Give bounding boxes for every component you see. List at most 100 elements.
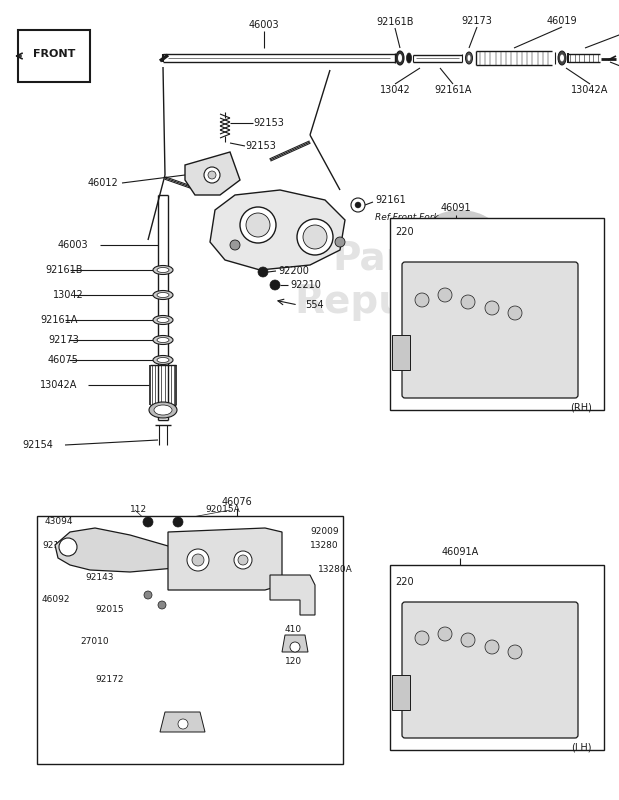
Circle shape — [355, 202, 361, 208]
Text: (RH): (RH) — [570, 403, 592, 413]
Text: 13042A: 13042A — [571, 85, 608, 95]
FancyBboxPatch shape — [402, 262, 578, 398]
Text: 92172: 92172 — [95, 675, 124, 685]
Ellipse shape — [157, 293, 169, 298]
Text: 46003: 46003 — [58, 240, 89, 250]
Text: 13042A: 13042A — [40, 380, 77, 390]
Ellipse shape — [153, 266, 173, 274]
Bar — [18, 30, 90, 82]
Bar — [390, 218, 604, 410]
Circle shape — [258, 267, 268, 277]
Text: 220: 220 — [395, 227, 413, 237]
Ellipse shape — [398, 54, 402, 62]
Text: 46092: 46092 — [42, 595, 71, 605]
Bar — [392, 675, 410, 710]
Ellipse shape — [153, 355, 173, 365]
Text: Parts
Republik: Parts Republik — [294, 239, 486, 321]
Ellipse shape — [154, 405, 172, 415]
Text: 92153: 92153 — [245, 141, 276, 151]
Bar — [396, 269, 404, 277]
Bar — [508, 261, 516, 269]
Ellipse shape — [149, 402, 177, 418]
Bar — [404, 295, 415, 306]
Text: 13280: 13280 — [310, 541, 339, 550]
Circle shape — [240, 207, 276, 243]
Circle shape — [187, 549, 209, 571]
Bar — [419, 217, 430, 228]
Text: 120: 120 — [285, 658, 302, 666]
Text: 92161A: 92161A — [435, 85, 472, 95]
Text: 46076: 46076 — [222, 497, 253, 507]
Text: 92161B: 92161B — [376, 17, 413, 27]
Ellipse shape — [467, 55, 470, 61]
Polygon shape — [210, 190, 345, 270]
Circle shape — [415, 293, 429, 307]
Text: 92154: 92154 — [22, 440, 53, 450]
Text: 92200: 92200 — [278, 266, 309, 276]
Text: 92173: 92173 — [462, 16, 493, 26]
Circle shape — [144, 591, 152, 599]
Polygon shape — [55, 528, 210, 572]
Ellipse shape — [396, 51, 404, 65]
Circle shape — [173, 517, 183, 527]
Text: 92153: 92153 — [253, 118, 284, 128]
Circle shape — [438, 288, 452, 302]
Text: 554: 554 — [305, 300, 324, 310]
Circle shape — [59, 538, 77, 556]
Polygon shape — [185, 152, 240, 195]
Ellipse shape — [153, 335, 173, 345]
Bar — [400, 239, 411, 250]
Text: 112: 112 — [130, 506, 147, 514]
Ellipse shape — [157, 338, 169, 342]
Bar — [497, 232, 508, 243]
Circle shape — [230, 240, 240, 250]
Circle shape — [234, 551, 252, 569]
Ellipse shape — [157, 318, 169, 322]
Text: 92015A: 92015A — [206, 506, 240, 514]
Ellipse shape — [558, 51, 566, 65]
Bar — [37, 516, 343, 764]
Text: 92210: 92210 — [290, 280, 321, 290]
Bar — [482, 310, 493, 321]
Text: 92161: 92161 — [375, 195, 405, 205]
Circle shape — [246, 213, 270, 237]
Text: 46091A: 46091A — [441, 547, 478, 557]
Text: 13042: 13042 — [379, 85, 410, 95]
Circle shape — [238, 555, 248, 565]
Circle shape — [485, 640, 499, 654]
Bar — [426, 314, 437, 325]
Text: 92009: 92009 — [310, 527, 339, 537]
Text: 46012: 46012 — [88, 178, 119, 188]
Ellipse shape — [157, 267, 169, 273]
Circle shape — [461, 633, 475, 647]
Text: 43094: 43094 — [45, 518, 74, 526]
Circle shape — [158, 601, 166, 609]
Ellipse shape — [153, 290, 173, 299]
Circle shape — [192, 554, 204, 566]
Ellipse shape — [407, 53, 412, 63]
Text: 13042: 13042 — [53, 290, 84, 300]
Text: 92161B: 92161B — [45, 265, 82, 275]
Ellipse shape — [465, 52, 472, 64]
Circle shape — [178, 719, 188, 729]
Text: FRONT: FRONT — [33, 49, 75, 59]
Circle shape — [303, 225, 327, 249]
Bar — [390, 565, 604, 750]
Polygon shape — [282, 635, 308, 652]
Circle shape — [204, 167, 220, 183]
Circle shape — [415, 631, 429, 645]
Ellipse shape — [560, 54, 564, 62]
Polygon shape — [168, 528, 282, 590]
Text: 92015: 92015 — [95, 606, 124, 614]
Polygon shape — [160, 712, 205, 732]
Text: 220: 220 — [395, 577, 413, 587]
Bar — [392, 335, 410, 370]
Circle shape — [297, 219, 333, 255]
Ellipse shape — [153, 315, 173, 325]
Text: 46091: 46091 — [441, 203, 471, 213]
Circle shape — [143, 517, 153, 527]
Bar — [448, 209, 456, 217]
Bar — [475, 213, 486, 224]
Text: (LH): (LH) — [571, 742, 592, 752]
Text: Ref.Front Fork: Ref.Front Fork — [375, 214, 439, 222]
